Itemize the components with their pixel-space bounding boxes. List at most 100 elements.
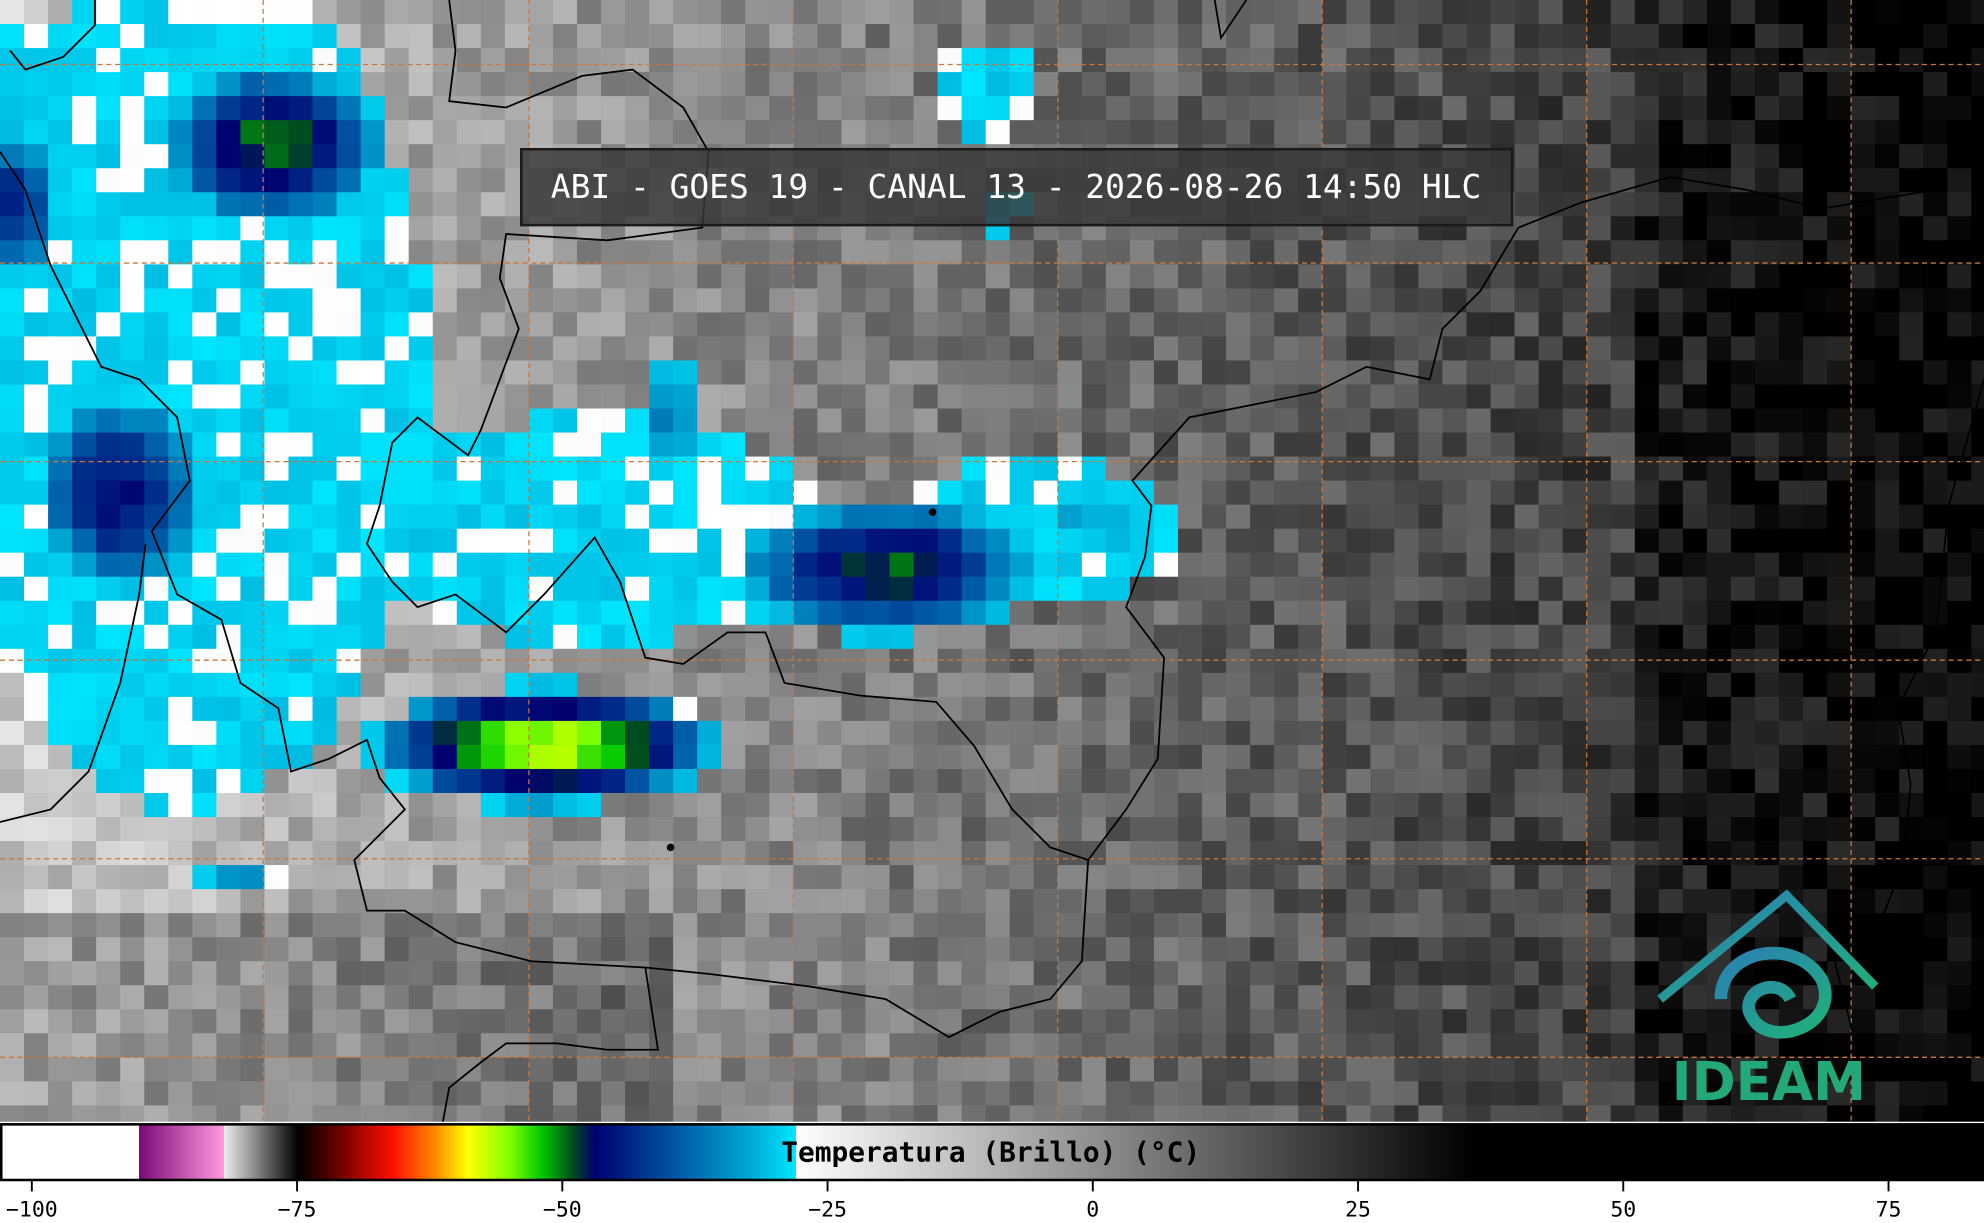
pixel — [1250, 624, 1275, 650]
pixel — [1250, 865, 1275, 890]
pixel — [72, 240, 97, 265]
pixel — [336, 696, 362, 722]
pixel — [841, 865, 867, 890]
pixel — [240, 456, 266, 482]
pixel — [120, 672, 145, 698]
pixel — [1202, 456, 1227, 482]
pixel — [528, 1009, 554, 1034]
pixel — [1803, 0, 1828, 25]
pixel — [721, 624, 746, 650]
pixel — [745, 889, 770, 914]
pixel — [913, 120, 939, 145]
pixel — [1538, 504, 1564, 530]
pixel — [1129, 600, 1155, 626]
pixel — [360, 600, 386, 626]
pixel — [1418, 0, 1444, 25]
pixel — [1009, 696, 1035, 722]
pixel — [1129, 120, 1155, 145]
pixel — [1250, 360, 1275, 386]
pixel — [625, 360, 650, 386]
pixel — [384, 312, 410, 338]
pixel — [1514, 889, 1540, 914]
pixel — [1057, 937, 1083, 962]
pixel — [1226, 576, 1251, 602]
pixel — [48, 168, 73, 193]
pixel — [793, 744, 819, 770]
pixel — [552, 624, 578, 650]
pixel — [985, 528, 1011, 554]
pixel — [552, 648, 578, 674]
pixel — [1658, 288, 1684, 314]
pixel — [240, 552, 266, 578]
pixel — [937, 889, 963, 914]
pixel — [1081, 1009, 1107, 1034]
pixel — [1274, 288, 1299, 314]
pixel — [937, 408, 963, 434]
pixel — [1081, 48, 1107, 73]
pixel — [1538, 913, 1564, 938]
pixel — [408, 1057, 434, 1082]
pixel — [360, 48, 386, 73]
pixel — [576, 600, 602, 626]
pixel — [408, 120, 434, 145]
pixel — [1754, 360, 1780, 386]
pixel — [1370, 408, 1395, 434]
pixel — [1081, 600, 1107, 626]
pixel — [24, 120, 49, 145]
pixel — [360, 913, 386, 938]
pixel — [72, 1009, 97, 1034]
pixel — [985, 0, 1011, 25]
pixel — [384, 24, 410, 49]
pixel — [1634, 913, 1660, 938]
pixel — [1514, 1057, 1540, 1082]
pixel — [1274, 264, 1299, 289]
pixel — [168, 168, 193, 193]
pixel — [1033, 1057, 1059, 1082]
pixel — [649, 408, 674, 434]
pixel — [1226, 408, 1251, 434]
pixel — [72, 576, 97, 602]
pixel — [552, 937, 578, 962]
pixel — [1538, 600, 1564, 626]
pixel — [1370, 792, 1395, 818]
pixel — [1779, 384, 1804, 410]
pixel — [480, 985, 506, 1010]
pixel — [72, 1033, 97, 1058]
pixel — [1610, 696, 1636, 722]
pixel — [72, 432, 97, 458]
pixel — [168, 817, 193, 842]
pixel — [1610, 768, 1636, 794]
pixel — [1081, 961, 1107, 986]
pixel — [1706, 288, 1732, 314]
pixel — [96, 408, 121, 434]
pixel — [1875, 48, 1900, 73]
pixel — [673, 48, 698, 73]
pixel — [504, 480, 530, 506]
pixel — [288, 192, 314, 217]
pixel — [552, 600, 578, 626]
pixel — [288, 504, 314, 530]
pixel — [1658, 216, 1684, 241]
pixel — [721, 432, 746, 458]
pixel — [192, 1009, 217, 1034]
pixel — [1706, 192, 1732, 217]
pixel — [865, 432, 891, 458]
pixel — [1178, 528, 1203, 554]
pixel — [1779, 336, 1804, 362]
pixel — [480, 865, 506, 890]
pixel — [601, 240, 626, 265]
pixel — [1178, 360, 1203, 386]
pixel — [1923, 264, 1948, 289]
pixel — [817, 720, 843, 746]
pixel — [1706, 24, 1732, 49]
pixel — [288, 552, 314, 578]
pixel — [528, 672, 554, 698]
pixel — [528, 456, 554, 482]
pixel — [1514, 240, 1540, 265]
pixel — [1202, 528, 1227, 554]
pixel — [384, 288, 410, 314]
pixel — [1827, 240, 1852, 265]
pixel — [937, 72, 963, 97]
pixel — [48, 432, 73, 458]
pixel — [721, 528, 746, 554]
